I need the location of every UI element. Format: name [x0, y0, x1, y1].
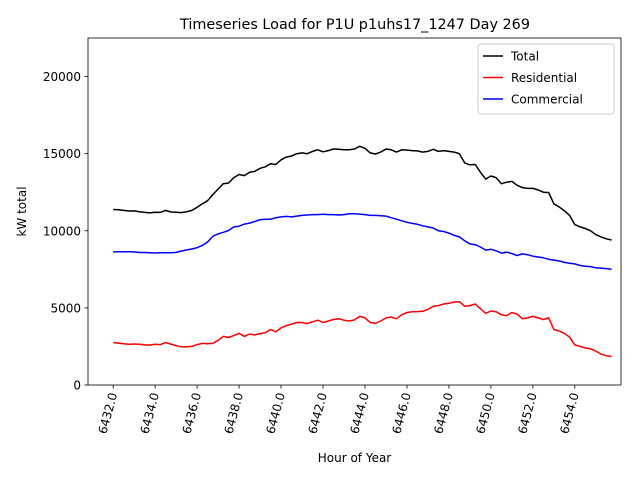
series-lines — [113, 145, 612, 358]
y-tick-label: 0 — [73, 379, 81, 393]
series-line-total — [113, 145, 612, 241]
legend-box — [477, 43, 615, 115]
y-tick-label: 15000 — [43, 147, 81, 161]
y-axis-ticks: 0 5000 10000 15000 20000 — [43, 70, 88, 393]
y-tick-label: 20000 — [43, 70, 81, 84]
legend-label-commercial: Commercial — [511, 93, 583, 107]
legend: Total Residential Commercial — [477, 43, 615, 115]
series-line-commercial — [113, 213, 612, 271]
plot-frame — [87, 37, 622, 386]
x-axis-label: Hour of Year — [318, 451, 392, 465]
y-tick-label: 5000 — [50, 301, 81, 315]
y-axis-label: kW total — [15, 186, 29, 236]
chart-title: Timeseries Load for P1U p1uhs17_1247 Day… — [179, 17, 530, 33]
series-line-residential — [113, 300, 612, 358]
y-tick-label: 10000 — [43, 224, 81, 238]
legend-label-total: Total — [510, 50, 539, 64]
legend-label-residential: Residential — [511, 71, 577, 85]
